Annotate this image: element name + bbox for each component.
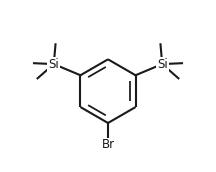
Text: Si: Si	[157, 58, 168, 71]
Text: Br: Br	[102, 138, 114, 152]
Text: Si: Si	[48, 58, 59, 71]
